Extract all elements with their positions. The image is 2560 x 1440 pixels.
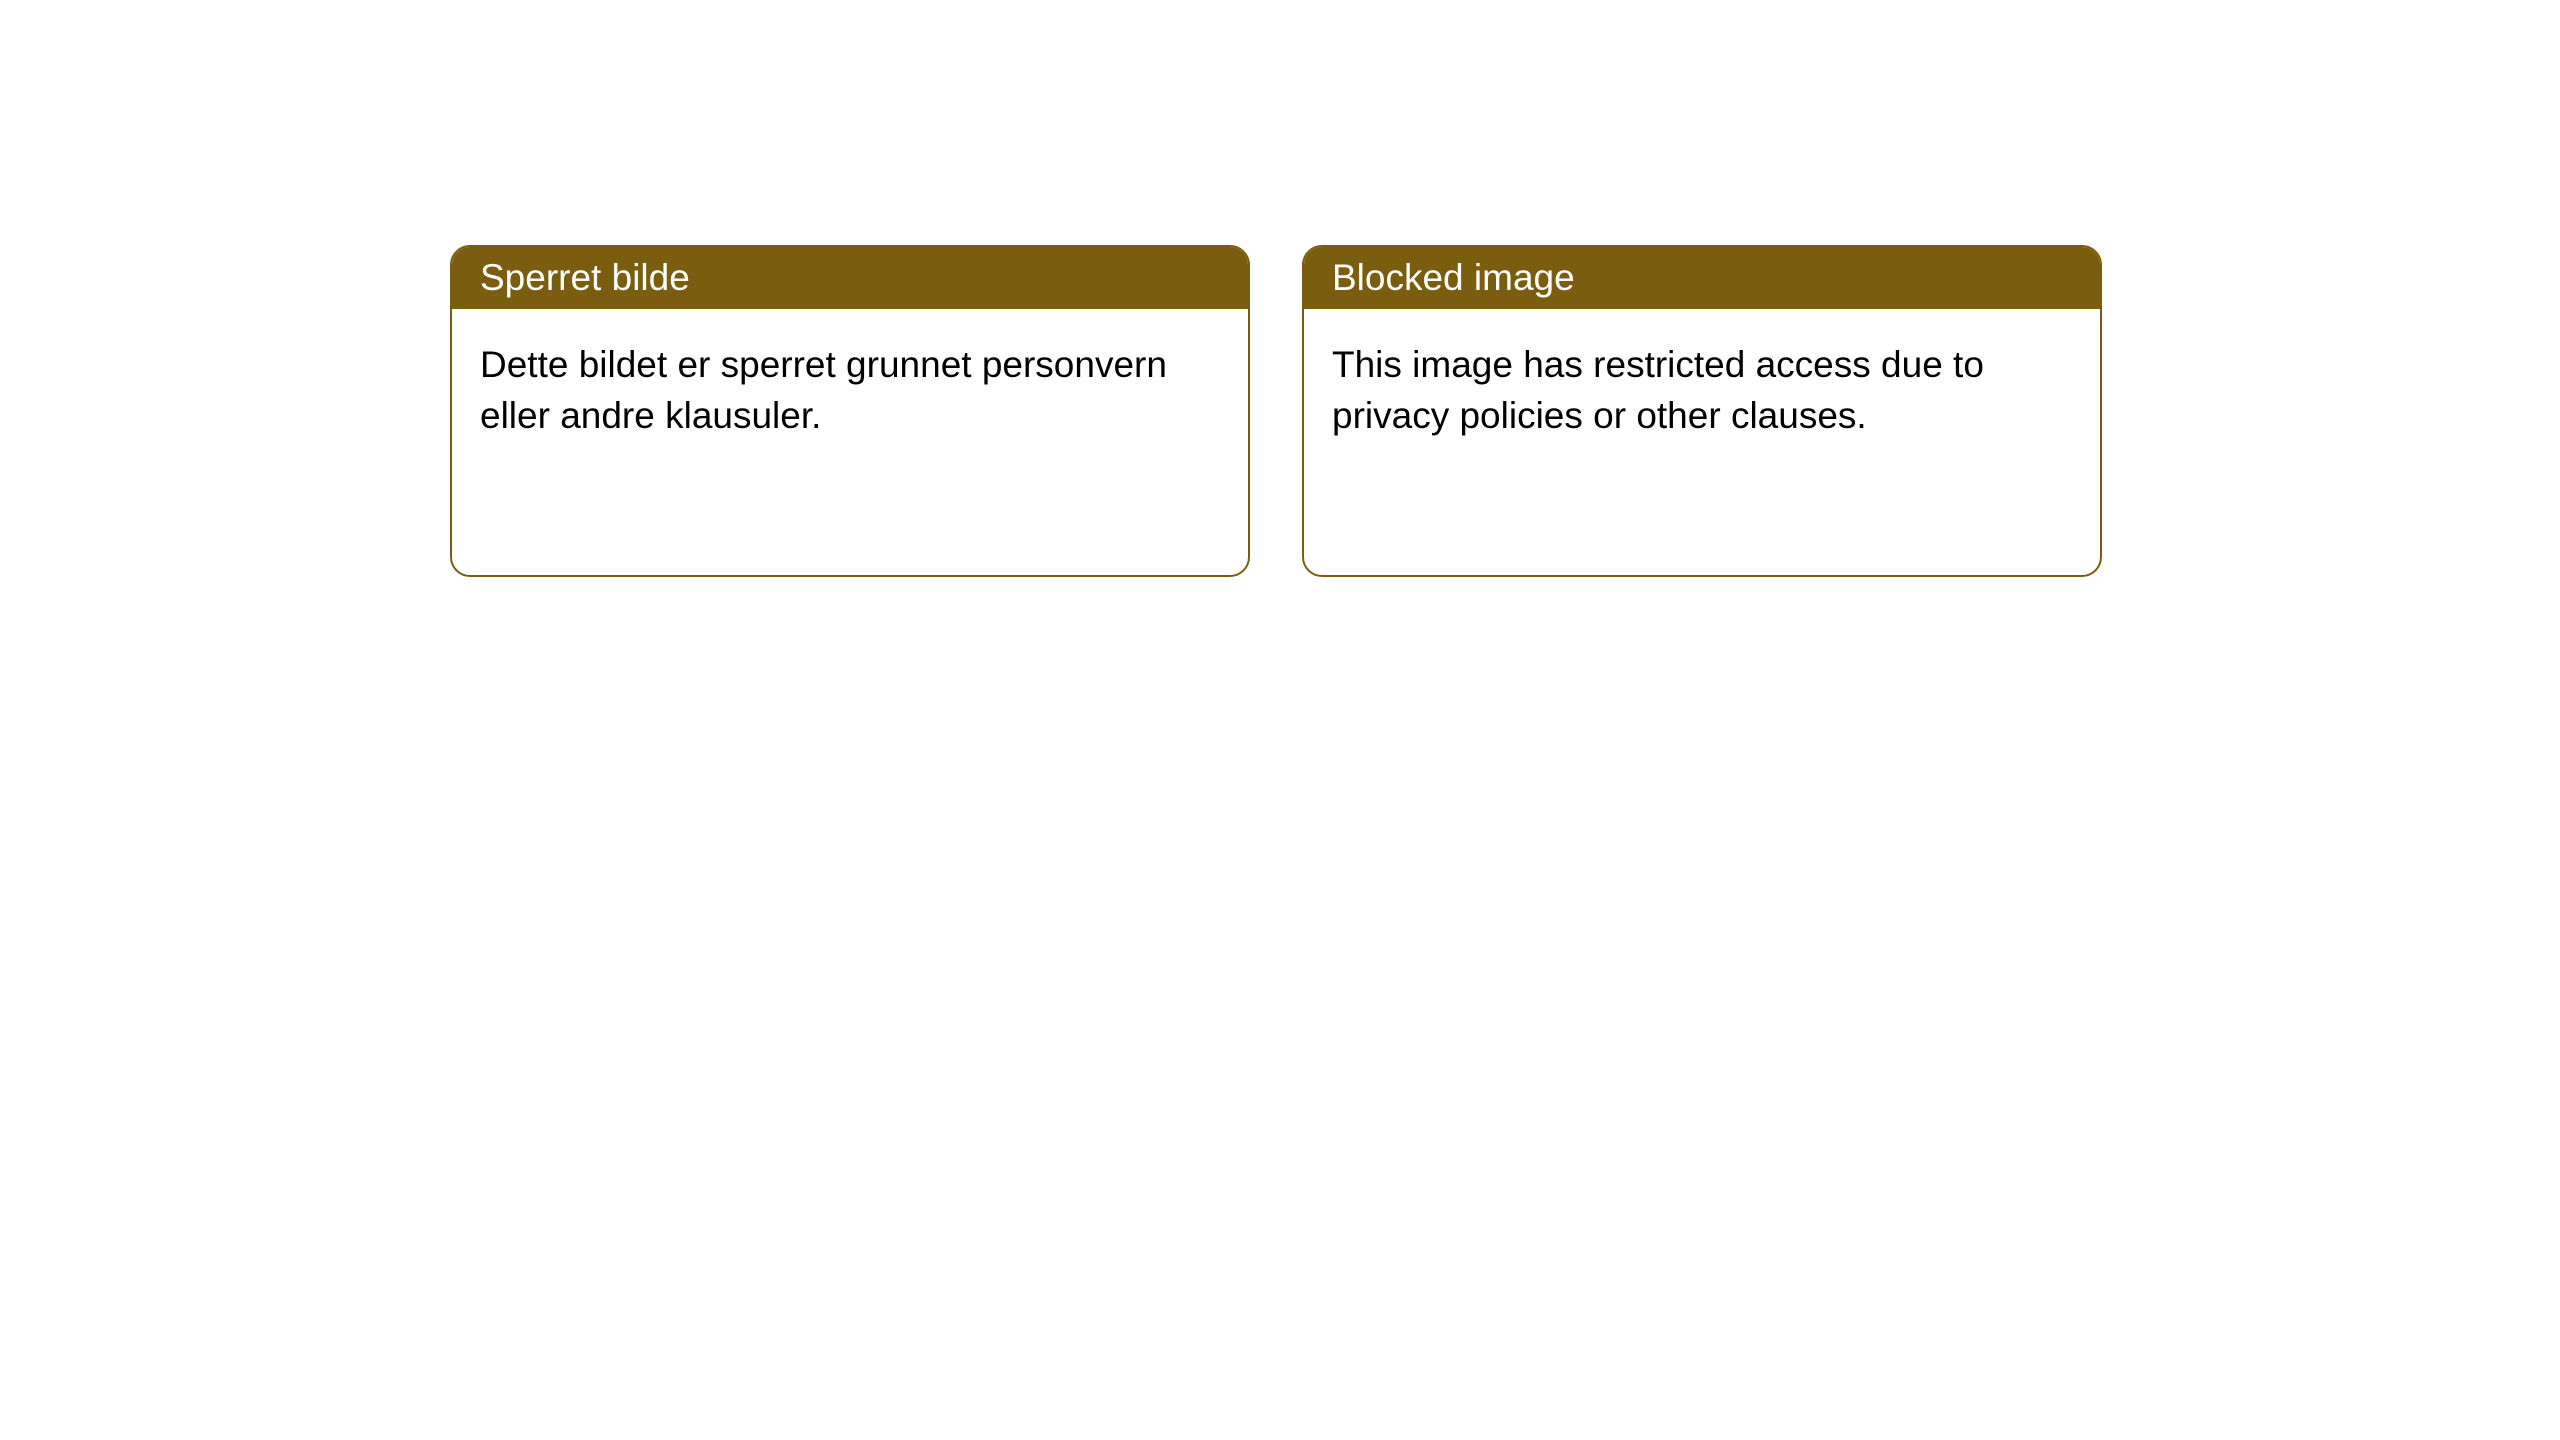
notice-card-body: This image has restricted access due to … <box>1304 309 2100 471</box>
notice-title: Sperret bilde <box>480 257 690 298</box>
notice-title: Blocked image <box>1332 257 1575 298</box>
notice-card-body: Dette bildet er sperret grunnet personve… <box>452 309 1248 471</box>
notice-card-header: Sperret bilde <box>452 247 1248 309</box>
notice-card-english: Blocked image This image has restricted … <box>1302 245 2102 577</box>
notice-card-norwegian: Sperret bilde Dette bildet er sperret gr… <box>450 245 1250 577</box>
notice-body-text: This image has restricted access due to … <box>1332 344 1984 436</box>
notice-container: Sperret bilde Dette bildet er sperret gr… <box>450 245 2102 577</box>
notice-card-header: Blocked image <box>1304 247 2100 309</box>
notice-body-text: Dette bildet er sperret grunnet personve… <box>480 344 1167 436</box>
